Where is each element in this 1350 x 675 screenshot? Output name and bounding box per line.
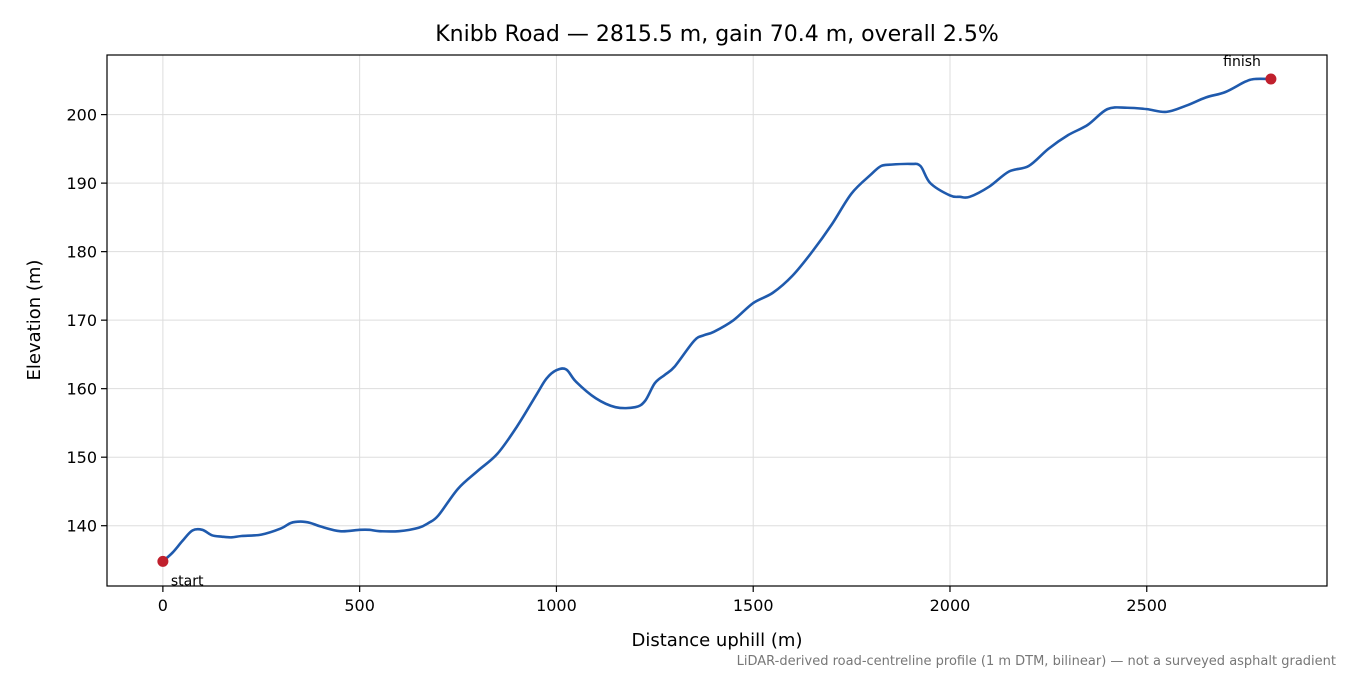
y-tick-label: 200: [66, 106, 97, 125]
start-label: start: [171, 573, 204, 589]
y-tick-label: 160: [66, 380, 97, 399]
chart-title: Knibb Road — 2815.5 m, gain 70.4 m, over…: [435, 22, 999, 47]
endpoint-markers: start finish: [157, 54, 1277, 589]
x-tick-label: 500: [344, 596, 375, 615]
grid-lines: [107, 55, 1327, 586]
x-tick-label: 1500: [733, 596, 774, 615]
x-tick-label: 1000: [536, 596, 577, 615]
x-tick-label: 0: [158, 596, 168, 615]
y-tick-label: 180: [66, 243, 97, 262]
y-tick-label: 170: [66, 311, 97, 330]
x-tick-label: 2500: [1126, 596, 1167, 615]
elevation-profile-line: [161, 77, 1273, 563]
x-axis-ticks: 0 500 1000 1500 2000 2500: [158, 586, 1167, 615]
finish-label: finish: [1223, 54, 1261, 70]
y-axis-label: Elevation (m): [24, 260, 45, 381]
x-tick-label: 2000: [930, 596, 971, 615]
y-tick-label: 140: [66, 517, 97, 536]
x-axis-label: Distance uphill (m): [632, 630, 803, 651]
finish-marker: [1265, 73, 1277, 85]
y-axis-ticks: 140 150 160 170 180 190 200: [66, 106, 107, 536]
plot-frame: [106, 54, 1328, 587]
start-marker: [157, 555, 169, 567]
chart-footnote: LiDAR-derived road-centreline profile (1…: [737, 654, 1336, 669]
y-tick-label: 190: [66, 174, 97, 193]
y-tick-label: 150: [66, 448, 97, 467]
